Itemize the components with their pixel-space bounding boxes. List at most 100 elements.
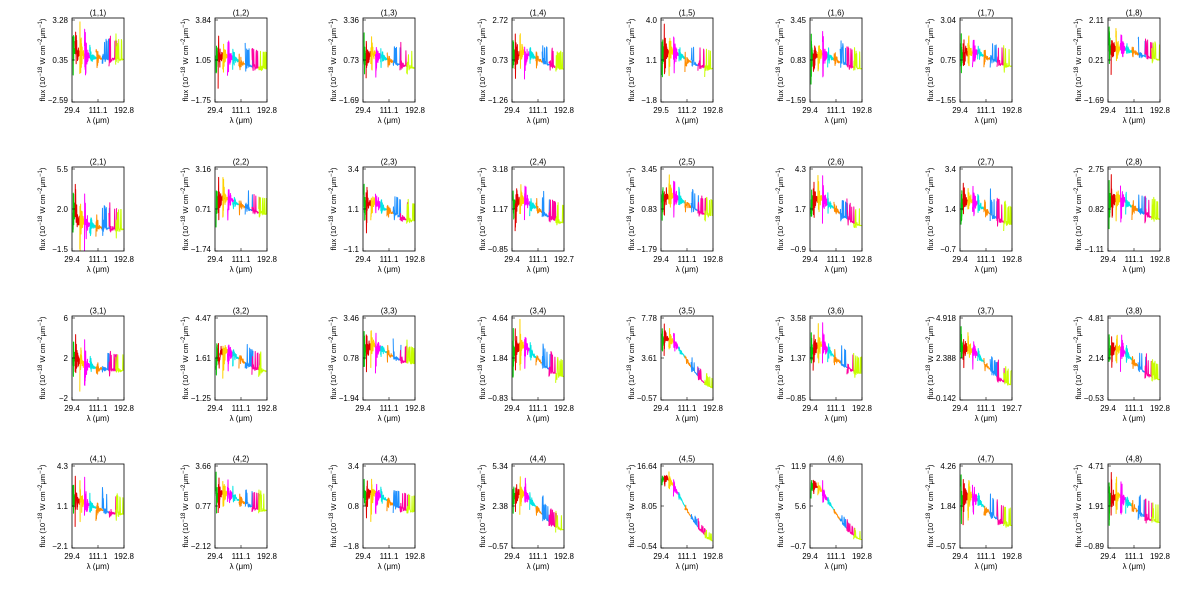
panel-1-5: (1,5) 4.0 1.1 −1.829.5 111.2 192.8 λ (μm) flux … [627,9,724,126]
y-axis-label: flux (10−18 W cm−2μm−1) [776,167,785,250]
x-tick-label: 29.4 [64,255,80,264]
series-line-5 [977,193,985,213]
y-axis-label: flux (10−18 W cm−2μm−1) [926,18,935,101]
y-label-exponent: −2 [926,336,932,344]
x-tick-label: 192.8 [1002,552,1023,561]
panel-title: (3,2) [233,307,250,316]
spectrum-series [661,323,713,389]
series-line-5 [529,342,537,361]
y-axis-label: flux (10−18 W cm−2μm−1) [478,464,487,547]
y-tick-label: −1.75 [191,96,212,105]
panel-title: (4,1) [90,455,107,464]
y-axis-label: flux (10−18 W cm−2μm−1) [38,167,47,250]
y-label-part: W cm [627,343,636,364]
y-label-part: W cm [926,343,935,364]
series-line-5 [977,45,985,60]
y-label-exponent: −18 [776,512,782,523]
series-line-7 [101,486,111,515]
y-tick-label: 3.46 [343,314,359,323]
x-tick-label: 29.4 [952,106,968,115]
y-label-exponent: −2 [329,336,335,344]
panel-title: (1,1) [90,9,107,18]
x-tick-label: 29.4 [952,255,968,264]
y-tick-label: 4.47 [195,314,211,323]
panel-2-7: (2,7) 3.4 1.4 −0.729.4 111.1 192.8 λ (μm) flux … [926,158,1023,275]
y-label-exponent: −1 [181,318,187,326]
y-label-part: flux (10 [329,375,338,400]
panel-title: (4,3) [381,455,398,464]
y-tick-label: 2.75 [1088,165,1104,174]
y-label-part: flux (10 [627,375,636,400]
spectrum-series [215,342,267,379]
y-label-part: ) [329,18,338,21]
y-label-exponent: −1 [38,318,44,326]
spectrum-series [661,23,713,78]
series-line-7 [244,190,254,215]
panel-2-6: (2,6) 4.3 1.7 −0.929.4 111.1 192.8 λ (μm) flux … [776,158,873,275]
y-axis-label: flux (10−18 W cm−2μm−1) [1074,316,1083,399]
panel-title: (2,6) [828,158,845,167]
series-line-9 [853,47,862,71]
y-tick-label: 1.84 [940,502,956,511]
y-label-exponent: −2 [329,38,335,46]
x-tick-label: 192.8 [852,404,873,413]
spectrum-series [960,182,1012,231]
panel-title: (2,2) [233,158,250,167]
y-axis-label: flux (10−18 W cm−2μm−1) [776,316,785,399]
y-label-part: flux (10 [181,226,190,251]
y-label-part: μm [181,28,190,39]
spectrum-series [215,471,267,514]
x-axis-label: λ (μm) [676,414,699,423]
x-tick-label: 29.4 [207,404,223,413]
y-tick-label: −0.54 [637,542,658,551]
spectrum-series [512,184,564,232]
y-label-part: W cm [38,194,47,215]
series-line-7 [1137,36,1147,59]
y-label-part: μm [926,474,935,485]
x-tick-label: 192.8 [852,255,873,264]
x-tick-label: 192.8 [405,106,426,115]
series-line-4 [374,483,383,515]
x-tick-label: 29.4 [355,552,371,561]
y-label-exponent: −18 [181,215,187,226]
x-tick-label: 29.4 [1100,404,1116,413]
panel-title: (2,3) [381,158,398,167]
series-line-8 [548,351,557,377]
series-line-5 [1125,345,1133,363]
y-label-part: W cm [627,491,636,512]
x-axis-label: λ (μm) [975,562,998,571]
series-line-6 [238,53,247,71]
series-line-9 [555,356,564,383]
y-tick-label: −1.11 [1084,245,1104,254]
x-axis-label: λ (μm) [378,116,401,125]
x-tick-label: 111.1 [232,106,251,115]
y-label-exponent: −2 [181,336,187,344]
y-tick-label: −0.89 [1084,542,1105,551]
spectrum-series [215,176,267,228]
series-line-8 [846,354,856,375]
x-tick-label: 192.8 [405,552,426,561]
series-line-9 [555,50,564,72]
y-axis-label: flux (10−18 W cm−2μm−1) [627,464,636,547]
series-line-6 [95,502,104,521]
x-tick-label: 111.1 [380,106,399,115]
y-label-part: W cm [329,194,338,215]
y-label-exponent: −18 [478,215,484,226]
y-label-exponent: −2 [38,38,44,46]
y-tick-label: 1.17 [492,205,508,214]
series-line-7 [244,489,254,508]
y-tick-label: −0.85 [786,394,807,403]
y-label-part: μm [38,177,47,188]
y-label-exponent: −2 [776,484,782,492]
y-tick-label: 2.388 [936,354,957,363]
series-line-6 [983,357,992,372]
y-label-exponent: −18 [329,512,335,523]
y-tick-label: −1.8 [343,542,359,551]
x-tick-label: 111.1 [232,255,251,264]
